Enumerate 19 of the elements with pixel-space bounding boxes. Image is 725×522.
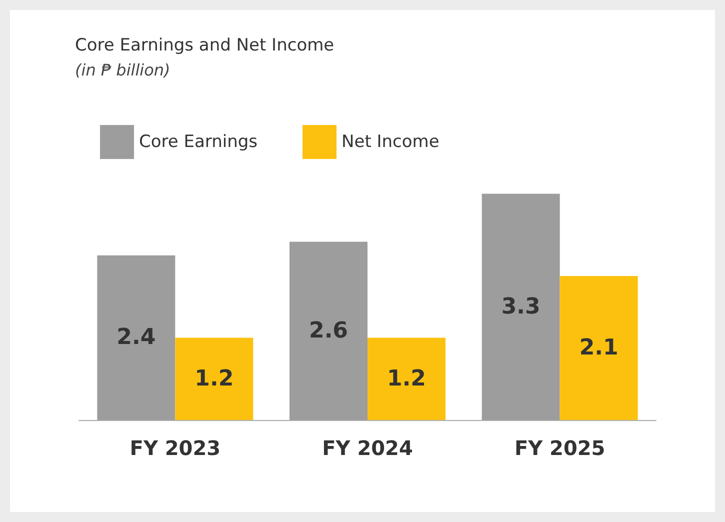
bar (368, 338, 446, 420)
chart-subtitle: (in ₱ billion) (75, 60, 170, 80)
bar (560, 276, 638, 420)
legend-label: Core Earnings (139, 132, 258, 152)
chart-title: Core Earnings and Net Income (75, 36, 334, 56)
x-tick-label: FY 2025 (514, 436, 606, 460)
data-label: 1.2 (387, 366, 426, 392)
legend-label: Net Income (342, 132, 440, 152)
data-label: 3.3 (501, 294, 540, 320)
bar (175, 338, 254, 420)
x-tick-label: FY 2023 (130, 436, 221, 460)
bar (482, 194, 560, 420)
data-label: 2.6 (309, 318, 348, 344)
data-label: 2.1 (579, 336, 618, 360)
data-label: 2.4 (116, 325, 156, 350)
bar (97, 255, 176, 420)
data-label: 1.2 (194, 366, 234, 392)
x-tick-label: FY 2024 (322, 436, 413, 460)
bar (290, 242, 368, 420)
